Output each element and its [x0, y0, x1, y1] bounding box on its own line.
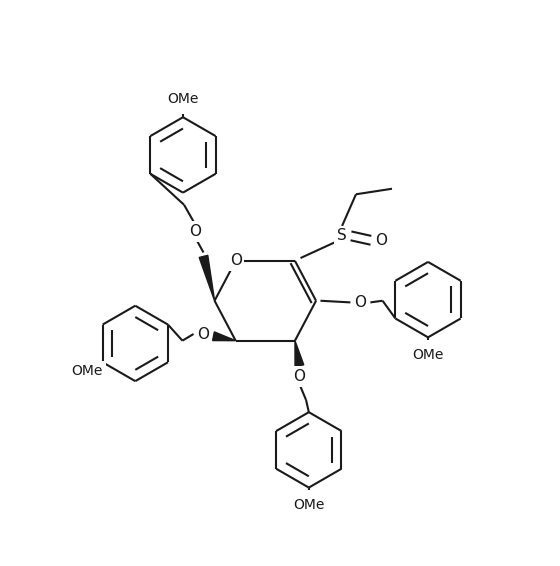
Text: OMe: OMe	[412, 348, 444, 362]
Text: OMe: OMe	[167, 92, 199, 106]
Polygon shape	[295, 341, 304, 366]
Text: O: O	[354, 295, 366, 310]
Text: S: S	[337, 228, 347, 243]
Text: OMe: OMe	[293, 498, 324, 512]
Text: OMe: OMe	[72, 364, 103, 378]
Text: O: O	[198, 327, 209, 341]
Text: O: O	[375, 233, 387, 248]
Polygon shape	[213, 332, 236, 341]
Text: O: O	[189, 224, 201, 239]
Text: O: O	[293, 369, 305, 384]
Text: O: O	[230, 254, 242, 268]
Polygon shape	[199, 255, 214, 301]
